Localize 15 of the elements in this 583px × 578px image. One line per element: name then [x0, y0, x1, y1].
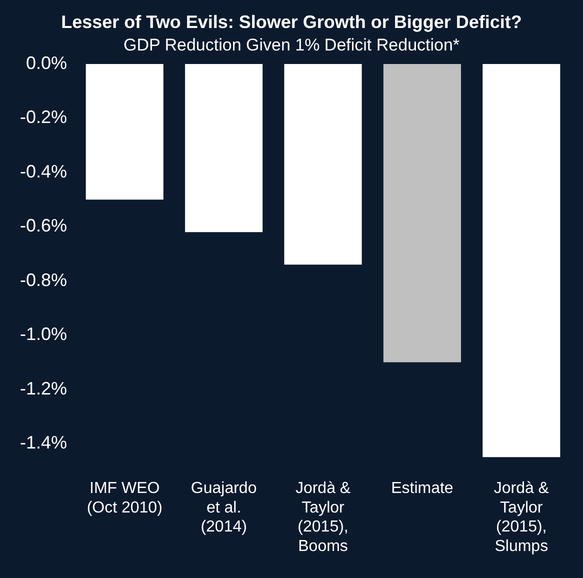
y-tick-label: -0.8%: [20, 270, 68, 290]
x-tick-label: Jordà & Taylor (2015), Booms: [295, 480, 351, 555]
y-tick-label: 0.0%: [26, 52, 68, 73]
y-tick-label: -1.4%: [20, 432, 68, 453]
x-tick-label: Guajardo et al. (2014): [190, 480, 257, 536]
y-tick-label: -0.6%: [20, 216, 68, 236]
y-tick-label: -1.0%: [20, 324, 68, 344]
y-tick-label: -0.2%: [20, 107, 68, 128]
y-tick-label: -0.4%: [20, 161, 68, 182]
x-tick-label: Estimate: [391, 480, 454, 498]
chart-title: Lesser of Two Evils: Slower Growth or Bigger Deficit?: [61, 12, 522, 32]
chart-subtitle: GDP Reduction Given 1% Deficit Reduction*: [123, 35, 460, 54]
y-tick-label: -1.2%: [20, 378, 68, 398]
x-tick-label: Jordà & Taylor (2015), Slumps: [494, 480, 550, 555]
x-tick-label: IMF WEO (Oct 2010): [86, 480, 162, 516]
